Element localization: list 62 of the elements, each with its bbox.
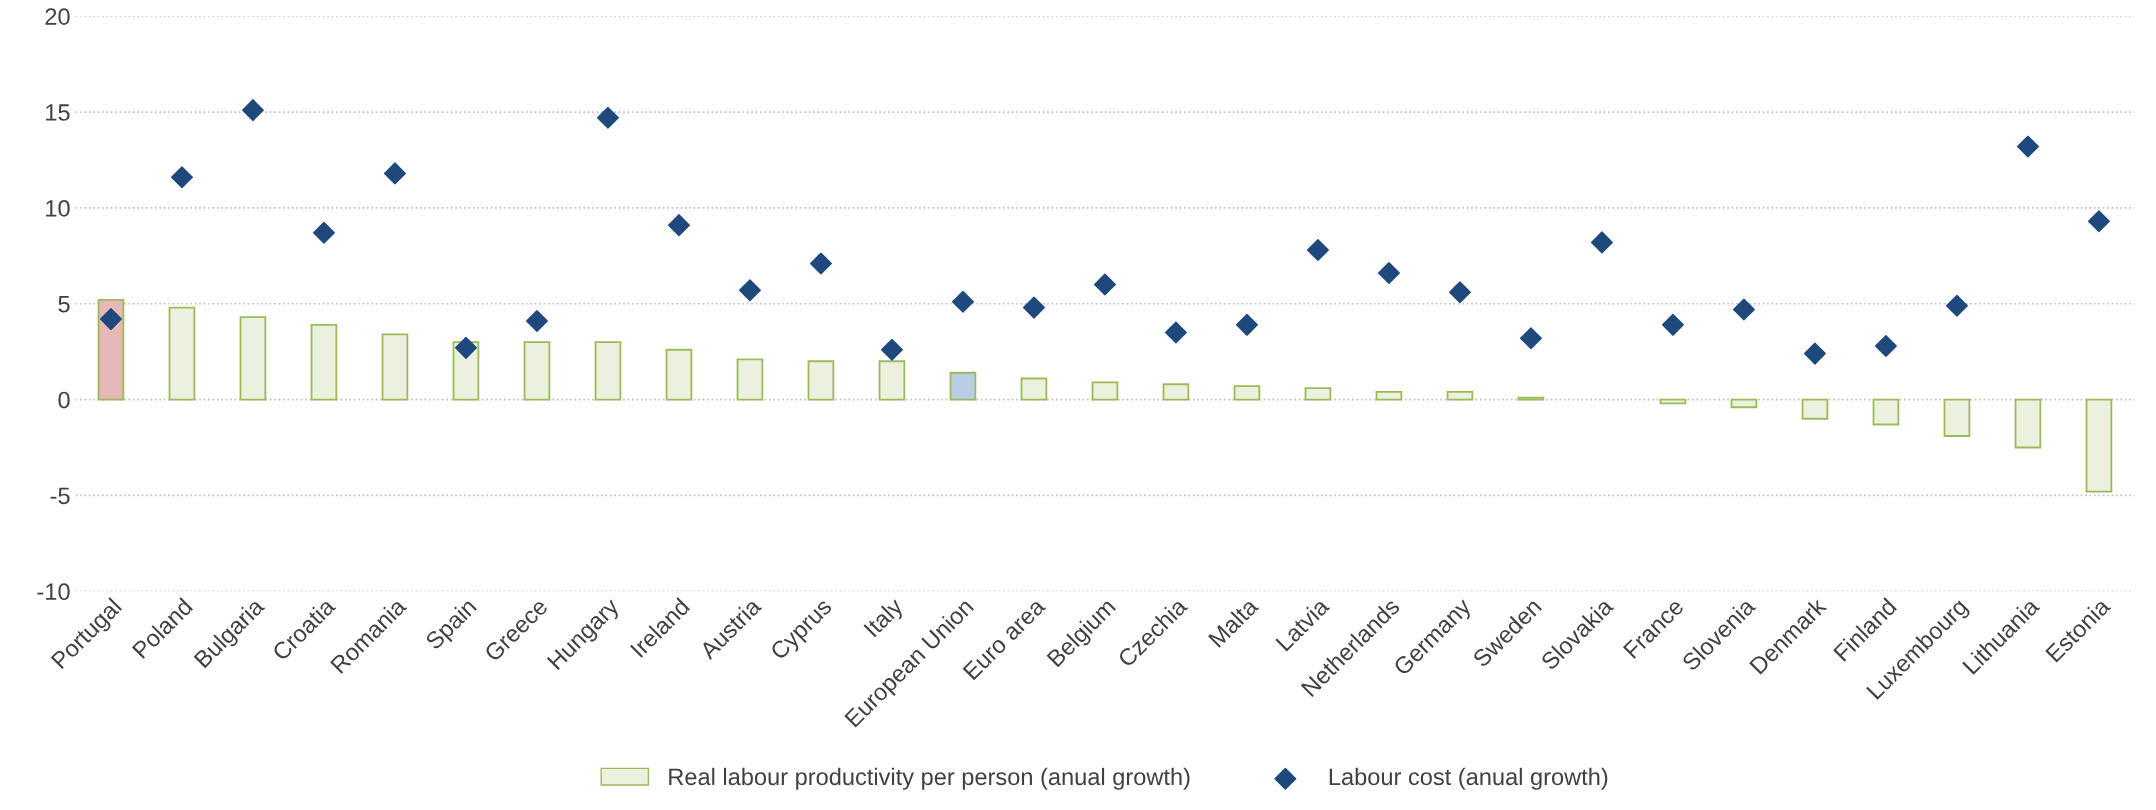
point	[312, 221, 335, 244]
bar	[2085, 398, 2113, 493]
bar	[807, 360, 835, 401]
bar	[1801, 398, 1829, 420]
point	[2087, 210, 2110, 233]
bar	[2014, 398, 2042, 449]
legend-label: Real labour productivity per person (anual growth)	[669, 767, 1190, 790]
bar	[1162, 383, 1190, 401]
bar	[949, 371, 977, 401]
bar	[1020, 377, 1048, 401]
point	[1377, 262, 1400, 285]
point	[1235, 313, 1258, 336]
bar	[1943, 398, 1971, 437]
bar	[1730, 398, 1758, 409]
point	[1945, 294, 1968, 317]
bar	[239, 316, 267, 401]
y-tick-label: 5	[58, 296, 70, 313]
bar	[523, 341, 551, 401]
bar	[665, 348, 693, 401]
point	[1874, 334, 1897, 357]
legend-label: Labour cost (anual growth)	[1329, 767, 1608, 790]
bar	[310, 323, 338, 401]
point	[667, 214, 690, 237]
bar	[594, 341, 622, 401]
point	[1093, 273, 1116, 296]
point	[1661, 313, 1684, 336]
point	[596, 106, 619, 129]
point	[454, 336, 477, 359]
point	[170, 166, 193, 189]
bar	[1375, 391, 1403, 401]
bar	[381, 333, 409, 401]
bar	[1233, 385, 1261, 401]
x-tick-label: Italy	[862, 596, 908, 641]
point	[1519, 327, 1542, 350]
point	[2016, 135, 2039, 158]
point	[99, 308, 122, 331]
point	[1306, 239, 1329, 262]
y-tick-label: 20	[45, 8, 70, 25]
point	[738, 279, 761, 302]
bar	[736, 358, 764, 401]
point	[383, 162, 406, 185]
bar	[1304, 387, 1332, 401]
point	[1164, 321, 1187, 344]
y-tick-label: 0	[58, 391, 70, 409]
point	[241, 99, 264, 122]
y-tick-label: -5	[50, 487, 70, 505]
point	[809, 252, 832, 275]
point	[1732, 298, 1755, 321]
bar	[168, 306, 196, 401]
y-tick-label: 15	[46, 104, 70, 121]
bar	[878, 360, 906, 401]
bar	[1091, 381, 1119, 401]
point	[1803, 342, 1826, 365]
point	[1448, 281, 1471, 304]
y-tick-label: 10	[46, 199, 70, 217]
point	[951, 290, 974, 313]
point	[1590, 231, 1613, 254]
point	[1022, 296, 1045, 319]
point	[880, 338, 903, 361]
bar	[1446, 391, 1474, 401]
bar	[1872, 398, 1900, 426]
point	[525, 310, 548, 332]
